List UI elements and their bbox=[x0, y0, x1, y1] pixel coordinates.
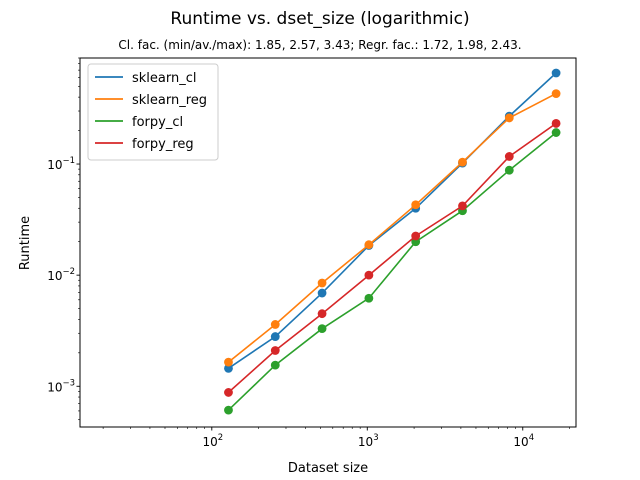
data-point bbox=[504, 165, 514, 175]
legend-label: forpy_cl bbox=[132, 115, 183, 130]
legend: sklearn_cl sklearn_reg forpy_cl forpy_reg bbox=[87, 63, 219, 161]
data-point bbox=[317, 324, 327, 334]
data-point bbox=[224, 405, 233, 415]
plot-area bbox=[224, 68, 561, 415]
x-tick-label: 103 bbox=[358, 433, 379, 449]
x-axis-ticks: 102 103 104 bbox=[102, 427, 570, 449]
data-point bbox=[224, 388, 233, 397]
data-point bbox=[551, 68, 561, 78]
x-tick-label: 102 bbox=[202, 433, 223, 449]
data-point bbox=[270, 346, 280, 355]
x-tick-label: 104 bbox=[513, 433, 534, 449]
y-tick-label: 10−2 bbox=[47, 267, 75, 283]
data-point bbox=[317, 288, 327, 298]
x-axis-label: Dataset size bbox=[288, 461, 368, 476]
data-point bbox=[270, 320, 280, 329]
data-point bbox=[224, 357, 233, 367]
series-line bbox=[227, 122, 557, 393]
data-point bbox=[411, 200, 421, 210]
legend-box bbox=[87, 63, 219, 161]
y-axis-label: Runtime bbox=[18, 216, 33, 270]
series-line bbox=[227, 92, 557, 363]
chart-subtitle: Cl. fac. (min/av./max): 1.85, 2.57, 3.43… bbox=[118, 38, 521, 52]
series-sklearn_reg bbox=[224, 89, 561, 367]
y-tick-label: 10−1 bbox=[47, 156, 75, 172]
data-point bbox=[458, 157, 467, 167]
axes-frame bbox=[79, 57, 577, 428]
y-tick-label: 10−3 bbox=[47, 378, 75, 394]
data-point bbox=[458, 201, 467, 211]
data-point bbox=[504, 152, 514, 161]
series-forpy_reg bbox=[224, 119, 561, 397]
series-line bbox=[228, 72, 557, 369]
series-forpy_cl bbox=[224, 128, 561, 415]
data-point bbox=[317, 309, 327, 319]
legend-label: sklearn_cl bbox=[132, 71, 197, 86]
legend-label: sklearn_reg bbox=[132, 93, 207, 108]
y-axis-ticks: 10−3 10−2 10−1 bbox=[47, 57, 80, 421]
legend-label: forpy_reg bbox=[132, 137, 194, 152]
data-point bbox=[551, 119, 561, 128]
chart-title: Runtime vs. dset_size (logarithmic) bbox=[170, 9, 469, 29]
data-point bbox=[411, 231, 421, 241]
data-point bbox=[504, 113, 514, 123]
data-point bbox=[317, 278, 327, 288]
data-point bbox=[270, 332, 280, 341]
series-line bbox=[227, 131, 557, 411]
data-point bbox=[364, 270, 374, 280]
data-point bbox=[364, 240, 374, 250]
data-point bbox=[364, 293, 374, 303]
data-point bbox=[224, 363, 233, 373]
data-point bbox=[270, 360, 280, 370]
data-point bbox=[551, 128, 561, 137]
data-point bbox=[551, 89, 561, 99]
